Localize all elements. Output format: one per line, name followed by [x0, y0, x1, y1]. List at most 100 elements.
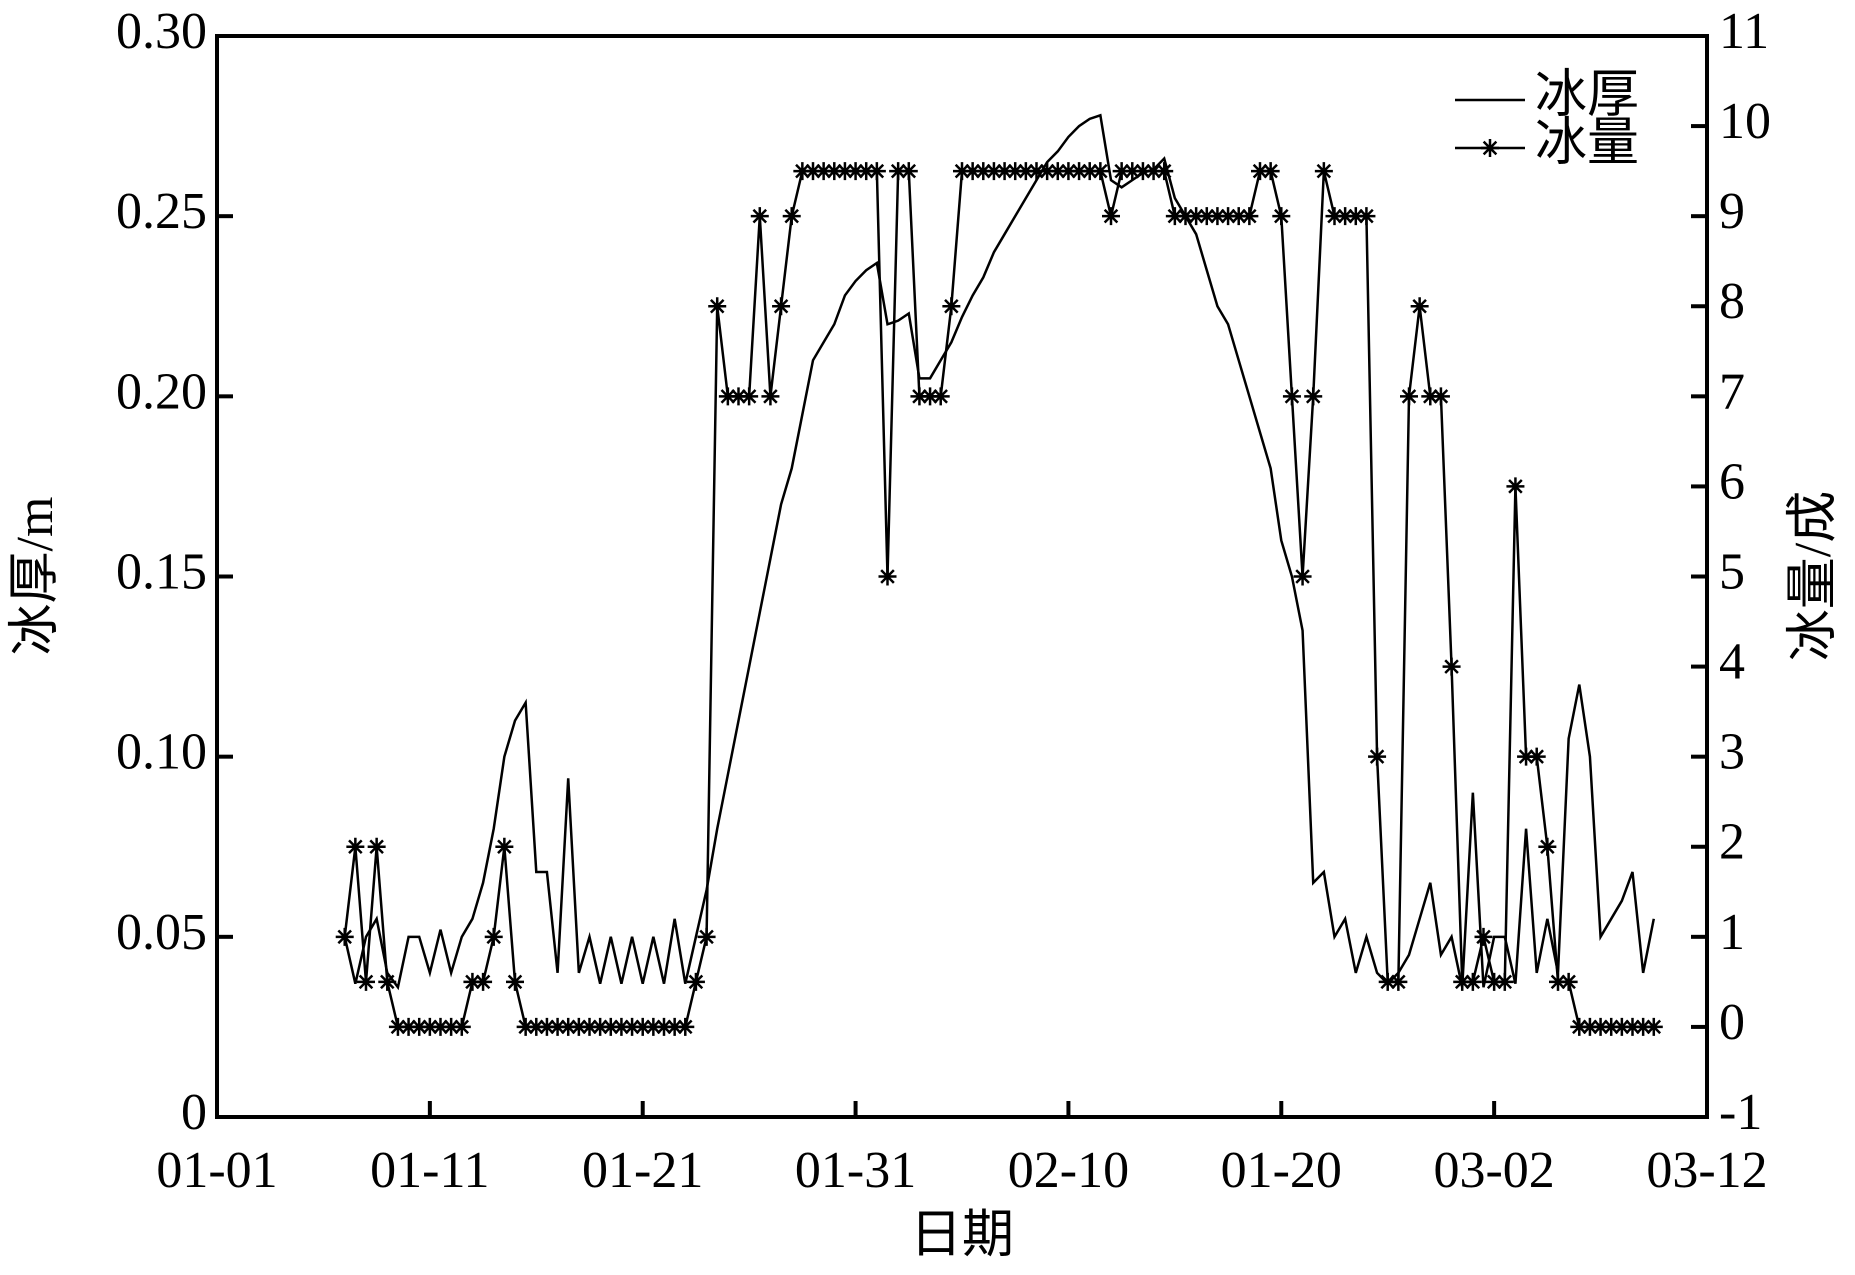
legend-label: 冰量 [1535, 115, 1639, 172]
series-marker [729, 387, 748, 406]
series-marker [835, 162, 854, 181]
series-marker [686, 972, 705, 991]
series-marker [1027, 162, 1046, 181]
series-marker [761, 387, 780, 406]
series-marker [537, 1017, 556, 1036]
series-marker [867, 162, 886, 181]
series-marker [1559, 972, 1578, 991]
series-marker [1240, 207, 1259, 226]
series-marker [857, 162, 876, 181]
series-marker [431, 1017, 450, 1036]
series-marker [527, 1017, 546, 1036]
series-marker [665, 1017, 684, 1036]
series-marker [1453, 972, 1472, 991]
series-marker [388, 1017, 407, 1036]
series-marker [612, 1017, 631, 1036]
series-marker [1580, 1017, 1599, 1036]
series-marker [357, 972, 375, 991]
y2-tick-label: 6 [1719, 453, 1745, 510]
series-marker [420, 1017, 439, 1036]
series-marker [506, 972, 524, 991]
series-marker [1251, 162, 1269, 181]
y2-tick-label: 5 [1719, 543, 1745, 600]
series-marker [1219, 207, 1238, 226]
series-marker [1293, 567, 1312, 586]
series-marker [1336, 207, 1355, 226]
series-marker [846, 162, 865, 181]
x-tick-label: 01-31 [795, 1142, 916, 1199]
series-marker [1389, 972, 1408, 991]
series-marker [1048, 162, 1067, 181]
series-marker [1463, 972, 1482, 991]
x-tick-label: 01-20 [1221, 1142, 1342, 1199]
series-marker [750, 207, 769, 226]
series-marker [1176, 207, 1195, 226]
series-marker [1282, 387, 1301, 406]
series-marker [921, 387, 940, 406]
series-marker [1165, 207, 1184, 226]
series-marker [899, 162, 918, 181]
series-marker [1591, 1017, 1610, 1036]
series-marker [1549, 972, 1567, 991]
series-marker [644, 1017, 663, 1036]
series-marker [1091, 162, 1110, 181]
series-line [343, 169, 1654, 1029]
series-marker [1102, 207, 1120, 226]
series-marker [740, 387, 759, 406]
x-tick-label: 03-12 [1646, 1142, 1767, 1199]
series-marker [1304, 387, 1323, 406]
series-marker [995, 162, 1014, 181]
series-marker [1431, 387, 1450, 406]
series-marker [953, 162, 971, 181]
series-marker [974, 162, 993, 181]
y2-axis-label: 冰量/成 [1785, 491, 1842, 661]
series-marker [782, 207, 801, 226]
x-axis-label: 日期 [910, 1207, 1014, 1264]
series-marker [697, 927, 716, 946]
series-marker [1495, 972, 1514, 991]
series-marker [910, 387, 929, 406]
series-marker [1325, 207, 1344, 226]
series-marker [1474, 927, 1493, 946]
series-marker [1442, 657, 1461, 676]
series-marker [878, 567, 897, 586]
series-marker [495, 837, 514, 856]
y2-tick-label: 3 [1719, 724, 1745, 781]
series-marker [474, 972, 493, 991]
series-marker [825, 162, 844, 181]
series-marker [804, 162, 822, 181]
series-marker [1421, 387, 1440, 406]
series-marker [963, 162, 982, 181]
series-marker [1272, 207, 1291, 226]
y2-tick-label: 0 [1719, 994, 1745, 1051]
series-marker [984, 162, 1003, 181]
series-marker [1527, 747, 1546, 766]
series-marker [1378, 972, 1397, 991]
y-tick-label: 0.15 [116, 543, 207, 600]
series-marker [1410, 297, 1429, 316]
series-marker [1314, 162, 1333, 181]
y2-tick-label: 10 [1719, 93, 1771, 150]
x-tick-label: 03-02 [1433, 1142, 1554, 1199]
series-marker [1644, 1017, 1663, 1036]
series-marker [463, 972, 482, 991]
series-marker [1208, 207, 1227, 226]
y-tick-label: 0.05 [116, 904, 207, 961]
y-tick-label: 0 [181, 1084, 207, 1141]
y-tick-label: 0.20 [116, 363, 207, 420]
series-marker [1400, 387, 1418, 406]
y2-tick-label: 11 [1719, 3, 1769, 60]
series-marker [931, 387, 950, 406]
x-tick-label: 01-01 [156, 1142, 277, 1199]
series-marker [1506, 477, 1525, 496]
series-marker [1112, 162, 1131, 181]
series-marker [1368, 747, 1387, 766]
y-tick-label: 0.25 [116, 183, 207, 240]
series-marker [1612, 1017, 1631, 1036]
series-marker [889, 162, 908, 181]
series-marker [1133, 162, 1152, 181]
series-marker [676, 1017, 695, 1036]
series-marker [335, 927, 354, 946]
y2-tick-label: 9 [1719, 183, 1745, 240]
